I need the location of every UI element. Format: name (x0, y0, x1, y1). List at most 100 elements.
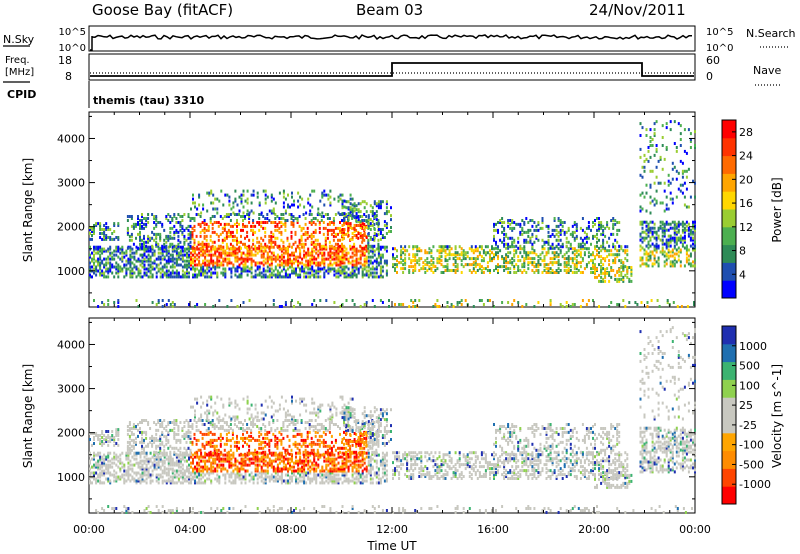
range-cell (159, 221, 162, 224)
range-cell (416, 247, 419, 251)
range-cell (242, 301, 245, 304)
range-cell (604, 267, 607, 271)
range-cell (252, 224, 255, 228)
range-cell (308, 221, 311, 224)
range-cell (679, 132, 682, 136)
range-cell (208, 471, 211, 475)
range-cell (626, 275, 629, 279)
range-cell (111, 255, 114, 259)
range-cell (626, 266, 629, 269)
range-cell (242, 459, 245, 463)
range-cell (97, 461, 100, 465)
range-cell (240, 465, 243, 469)
range-cell (224, 477, 227, 481)
range-cell (266, 261, 269, 265)
range-cell (254, 261, 257, 265)
range-cell (604, 259, 607, 263)
range-cell (231, 224, 234, 228)
range-cell (171, 271, 174, 275)
range-cell (276, 269, 279, 273)
range-cell (125, 267, 128, 271)
range-cell (198, 247, 201, 251)
range-cell (113, 457, 116, 461)
range-cell (177, 273, 180, 277)
range-cell (553, 257, 556, 261)
range-cell (426, 257, 429, 261)
range-cell (131, 477, 134, 481)
range-cell (606, 222, 609, 226)
range-cell (208, 265, 211, 269)
range-cell (377, 219, 380, 222)
range-cell (278, 455, 281, 459)
range-cell (228, 257, 231, 261)
range-cell (692, 236, 694, 240)
range-cell (179, 453, 182, 457)
range-cell (663, 181, 666, 185)
range-cell (653, 128, 656, 132)
range-cell (653, 246, 656, 250)
range-cell (252, 221, 255, 224)
range-cell (173, 303, 176, 306)
range-cell (284, 197, 287, 201)
range-cell (579, 265, 582, 269)
range-cell (600, 255, 603, 259)
range-cell (622, 277, 625, 281)
range-cell (480, 255, 483, 259)
range-cell (643, 236, 646, 240)
range-cell (541, 226, 544, 230)
range-cell (335, 249, 338, 253)
range-cell (319, 247, 322, 251)
range-cell (89, 265, 91, 269)
range-cell (189, 217, 192, 220)
range-cell (109, 463, 112, 467)
range-cell (310, 242, 313, 246)
range-cell (569, 305, 572, 308)
range-cell (198, 261, 201, 265)
range-cell (587, 221, 590, 224)
range-cell (645, 256, 648, 260)
range-cell (596, 275, 598, 279)
range-cell (610, 249, 613, 253)
range-cell (349, 210, 352, 214)
range-cell (292, 221, 295, 224)
range-cell (661, 220, 664, 224)
range-cell (171, 259, 174, 263)
range-cell (301, 245, 304, 249)
range-cell (238, 275, 241, 279)
range-cell (381, 236, 384, 239)
range-cell (428, 251, 431, 255)
range-cell (153, 467, 156, 471)
range-cell (173, 473, 176, 477)
range-cell (210, 271, 213, 275)
range-cell (521, 263, 524, 267)
range-cell (179, 253, 182, 257)
range-cell (234, 257, 237, 261)
range-cell (329, 253, 332, 257)
range-cell (256, 240, 259, 244)
range-cell (639, 238, 642, 242)
range-cell (236, 475, 239, 479)
range-cell (270, 240, 273, 244)
range-cell (145, 469, 148, 473)
range-cell (171, 247, 174, 251)
range-cell (596, 253, 598, 257)
range-cell (155, 461, 158, 465)
range-cell (341, 204, 344, 208)
range-cell (312, 217, 315, 220)
cpid-label: CPID (7, 88, 36, 101)
range-cell (177, 465, 180, 469)
range-cell (482, 259, 485, 263)
range-cell (353, 271, 356, 275)
range-cell (121, 465, 124, 469)
range-cell (291, 263, 293, 267)
range-cell (210, 191, 213, 195)
range-cell (129, 473, 132, 477)
range-cell (230, 463, 233, 467)
range-cell (367, 259, 370, 263)
range-cell (339, 257, 342, 261)
range-cell (385, 232, 388, 235)
range-cell (647, 246, 650, 250)
range-cell (353, 224, 356, 227)
range-cell (297, 481, 300, 485)
range-cell (202, 465, 205, 469)
